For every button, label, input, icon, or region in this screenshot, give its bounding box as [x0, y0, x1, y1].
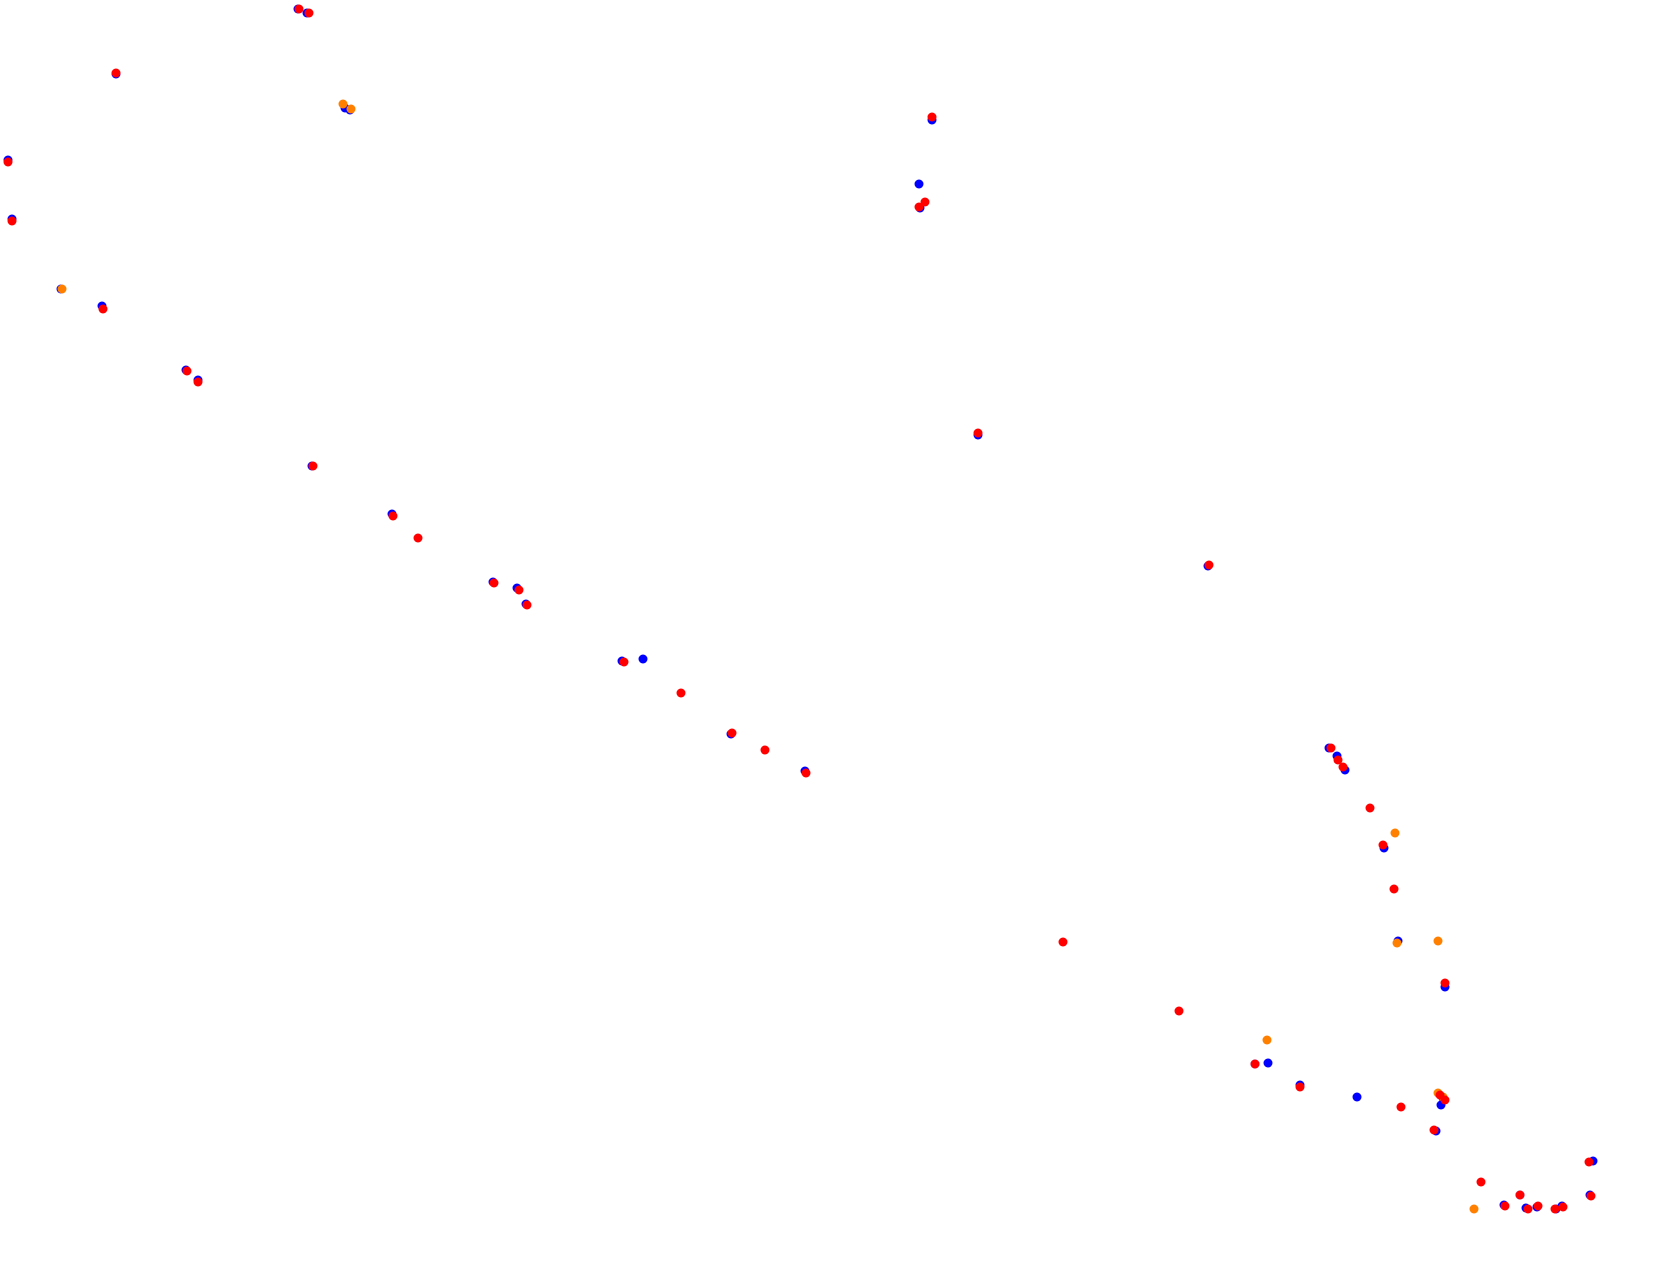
- data-point: [1586, 1191, 1596, 1201]
- data-point: [304, 8, 314, 18]
- data-point: [1338, 762, 1348, 772]
- data-point: [914, 179, 924, 189]
- data-point: [760, 745, 770, 755]
- data-point: [1250, 1059, 1260, 1069]
- data-point: [1584, 1157, 1594, 1167]
- data-point: [193, 377, 203, 387]
- data-point: [98, 304, 108, 314]
- data-point: [1204, 560, 1214, 570]
- data-point: [308, 461, 318, 471]
- data-point: [1515, 1190, 1525, 1200]
- data-point: [294, 4, 304, 14]
- data-point: [1469, 1204, 1479, 1214]
- data-point: [111, 68, 121, 78]
- data-point: [801, 768, 811, 778]
- data-point: [1390, 828, 1400, 838]
- data-point: [914, 202, 924, 212]
- data-point: [489, 578, 499, 588]
- data-point: [522, 600, 532, 610]
- data-point: [1476, 1177, 1486, 1187]
- data-point: [182, 366, 192, 376]
- data-point: [1365, 803, 1375, 813]
- data-point: [1263, 1058, 1273, 1068]
- data-point: [57, 284, 67, 294]
- data-point: [619, 657, 629, 667]
- data-point: [920, 197, 930, 207]
- data-point: [1533, 1201, 1543, 1211]
- data-point: [1396, 1102, 1406, 1112]
- data-point: [3, 157, 13, 167]
- series-2: [3, 4, 1596, 1214]
- data-point: [514, 585, 524, 595]
- data-point: [388, 511, 398, 521]
- data-point: [7, 216, 17, 226]
- data-point: [1326, 743, 1336, 753]
- data-point: [338, 99, 348, 109]
- data-point: [1440, 978, 1450, 988]
- data-point: [1352, 1092, 1362, 1102]
- data-point: [1262, 1035, 1272, 1045]
- data-point: [1295, 1082, 1305, 1092]
- data-point: [346, 104, 356, 114]
- series-1: [57, 99, 1479, 1214]
- data-point: [1389, 884, 1399, 894]
- data-point: [1558, 1202, 1568, 1212]
- data-point: [1433, 936, 1443, 946]
- data-point: [927, 112, 937, 122]
- data-point: [1058, 937, 1068, 947]
- data-point: [638, 654, 648, 664]
- data-point: [1500, 1201, 1510, 1211]
- data-point: [413, 533, 423, 543]
- data-point: [1523, 1204, 1533, 1214]
- data-point: [973, 428, 983, 438]
- data-point: [1550, 1204, 1560, 1214]
- data-point: [1392, 938, 1402, 948]
- points-layer: [3, 4, 1598, 1214]
- data-point: [1378, 840, 1388, 850]
- data-point: [676, 688, 686, 698]
- data-point: [1429, 1125, 1439, 1135]
- data-point: [727, 728, 737, 738]
- data-point: [1174, 1006, 1184, 1016]
- data-point: [1440, 1095, 1450, 1105]
- data-point: [1333, 755, 1343, 765]
